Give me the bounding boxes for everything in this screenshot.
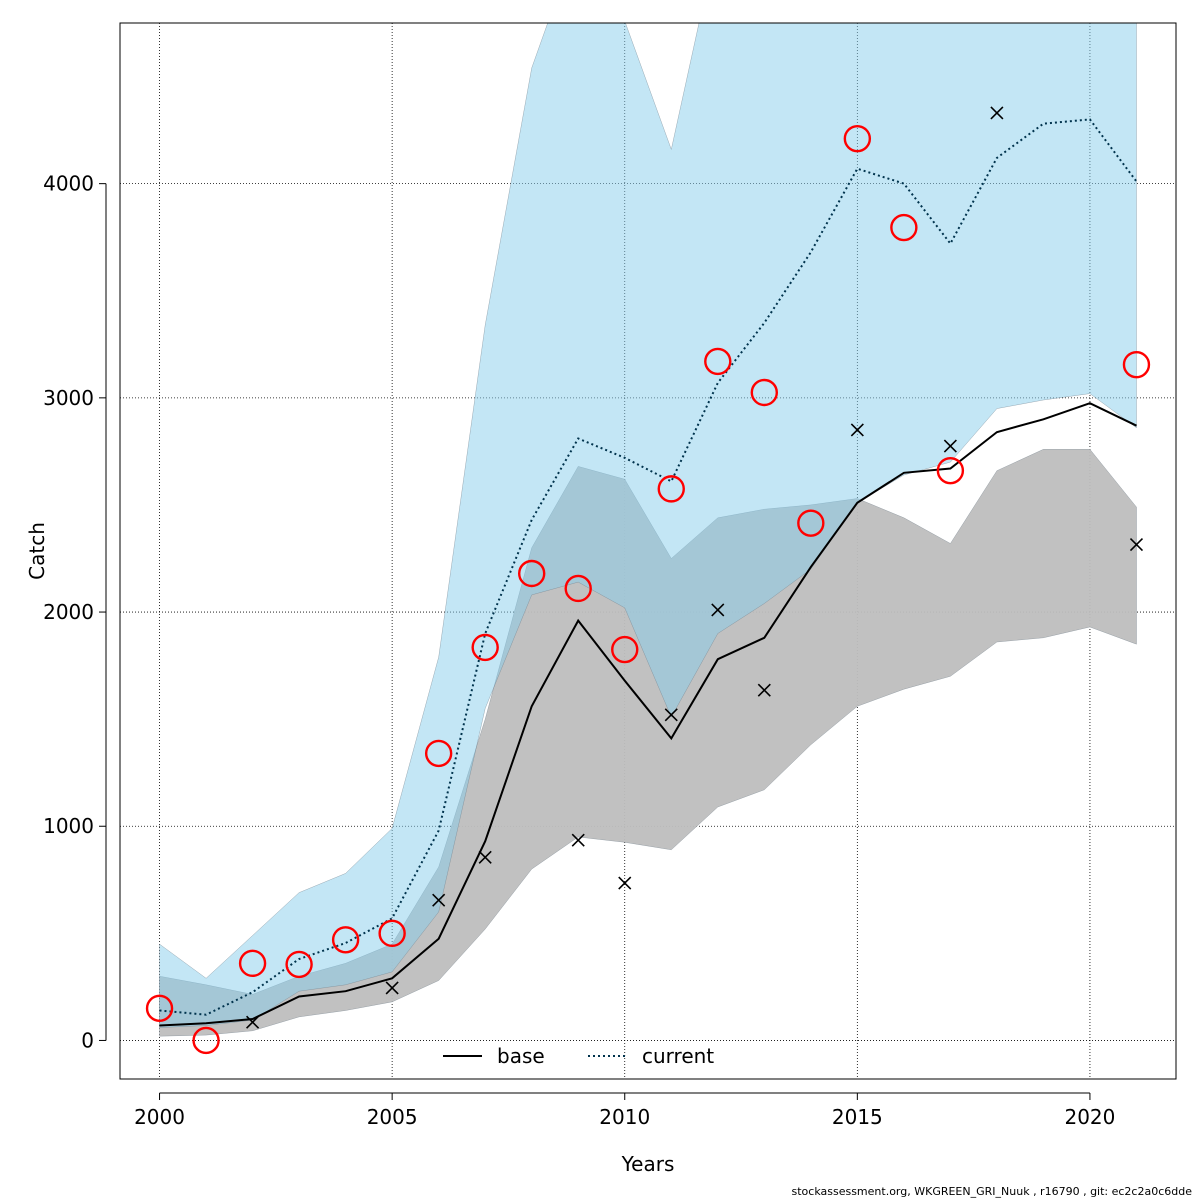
circle-marker <box>285 950 313 979</box>
x-marker-stroke <box>943 439 957 453</box>
x-axis: 2000 2005 2010 2015 2020 <box>134 1092 1115 1129</box>
x-tick-label: 2000 <box>134 1105 185 1129</box>
x-marker <box>246 1015 260 1029</box>
legend: base current <box>443 1044 714 1068</box>
circle-marker <box>750 378 778 407</box>
x-marker-stroke <box>385 981 399 995</box>
x-tick-label: 2005 <box>367 1105 418 1129</box>
x-marker <box>757 683 771 697</box>
data-markers <box>145 106 1151 1055</box>
line-base <box>159 402 1137 1027</box>
x-tick-label: 2015 <box>832 1105 883 1129</box>
x-tick-label: 2020 <box>1064 1105 1115 1129</box>
circle-marker <box>145 994 174 1023</box>
circle-marker <box>843 124 872 153</box>
circle-marker <box>564 574 592 603</box>
y-tick-label: 2000 <box>43 600 94 624</box>
x-marker-stroke <box>478 850 492 864</box>
x-marker-stroke <box>850 423 864 437</box>
confidence-bands <box>159 23 1137 1037</box>
circle-marker <box>704 347 732 376</box>
x-marker-stroke <box>432 893 446 907</box>
x-marker-stroke <box>664 708 678 722</box>
x-marker <box>850 423 864 437</box>
circle-marker <box>936 456 965 485</box>
plot-frame <box>119 22 1177 1080</box>
x-marker <box>1129 538 1144 552</box>
x-marker-stroke <box>711 603 725 617</box>
legend-label-base: base <box>497 1044 545 1068</box>
x-marker <box>943 439 957 453</box>
series-lines <box>159 118 1138 1027</box>
y-tick-label: 3000 <box>43 386 94 410</box>
circle-marker <box>890 213 918 242</box>
circle-marker <box>657 475 685 503</box>
band-current <box>159 23 1137 1028</box>
x-marker-stroke <box>1129 538 1144 552</box>
x-tick-label: 2010 <box>599 1105 650 1129</box>
circle-marker <box>1122 350 1151 379</box>
circle-marker <box>378 919 406 948</box>
x-marker <box>711 603 725 617</box>
x-marker <box>478 850 492 864</box>
x-marker <box>432 893 446 907</box>
circle-marker <box>192 1026 220 1055</box>
circle-marker <box>611 635 639 664</box>
x-marker <box>990 106 1004 120</box>
y-tick-label: 0 <box>81 1028 94 1052</box>
x-marker-stroke <box>618 876 632 890</box>
circle-marker <box>331 926 360 954</box>
x-marker-stroke <box>757 683 771 697</box>
y-axis: 0 1000 2000 3000 4000 <box>43 172 107 1052</box>
y-axis-title: Catch <box>25 522 49 580</box>
circle-marker <box>424 739 453 768</box>
line-current <box>159 118 1138 1016</box>
x-marker-stroke <box>246 1015 260 1029</box>
y-tick-label: 4000 <box>43 172 94 196</box>
x-axis-title: Years <box>621 1152 675 1176</box>
circle-marker <box>518 559 546 588</box>
circle-marker <box>471 633 499 662</box>
legend-label-current: current <box>642 1044 714 1068</box>
circle-marker <box>797 509 825 537</box>
x-marker-stroke <box>990 106 1004 120</box>
footer-credit: stockassessment.org, WKGREEN_GRI_Nuuk , … <box>791 1185 1193 1198</box>
x-marker <box>664 708 678 722</box>
circle-marker <box>238 949 267 978</box>
x-marker-stroke <box>571 833 585 847</box>
x-marker <box>571 833 585 847</box>
x-marker <box>618 876 632 890</box>
x-marker <box>385 981 399 995</box>
y-tick-label: 1000 <box>43 814 94 838</box>
